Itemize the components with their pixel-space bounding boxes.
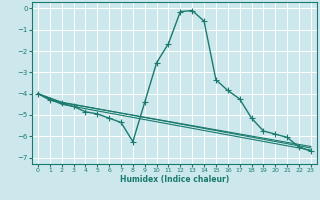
- X-axis label: Humidex (Indice chaleur): Humidex (Indice chaleur): [120, 175, 229, 184]
